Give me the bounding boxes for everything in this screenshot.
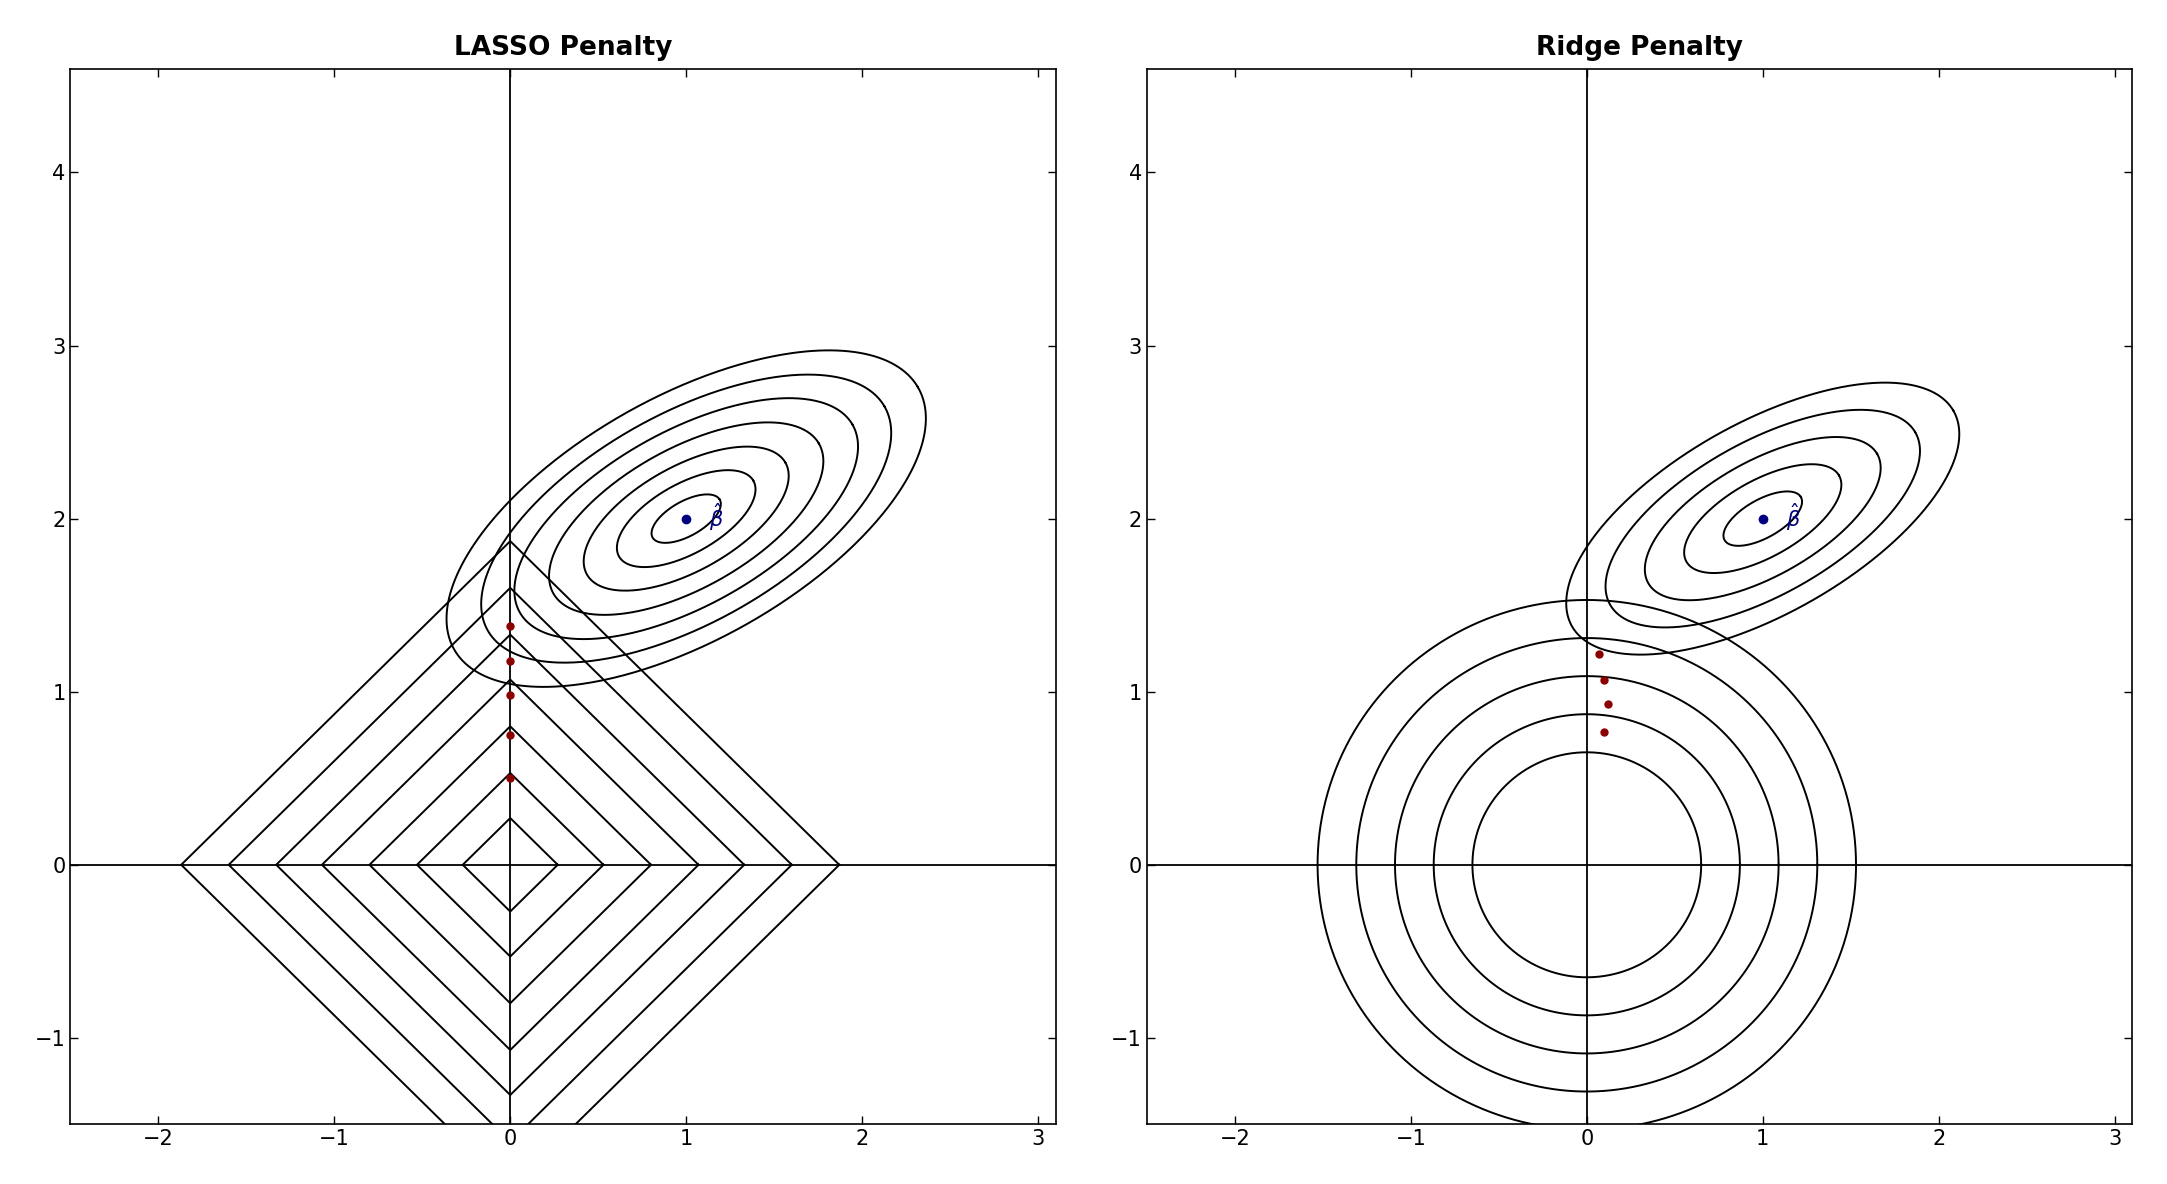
Text: $\hat{\beta}$: $\hat{\beta}$: [1786, 502, 1801, 533]
Title: Ridge Penalty: Ridge Penalty: [1536, 34, 1742, 60]
Title: LASSO Penalty: LASSO Penalty: [453, 34, 672, 60]
Text: $\hat{\beta}$: $\hat{\beta}$: [709, 502, 724, 533]
